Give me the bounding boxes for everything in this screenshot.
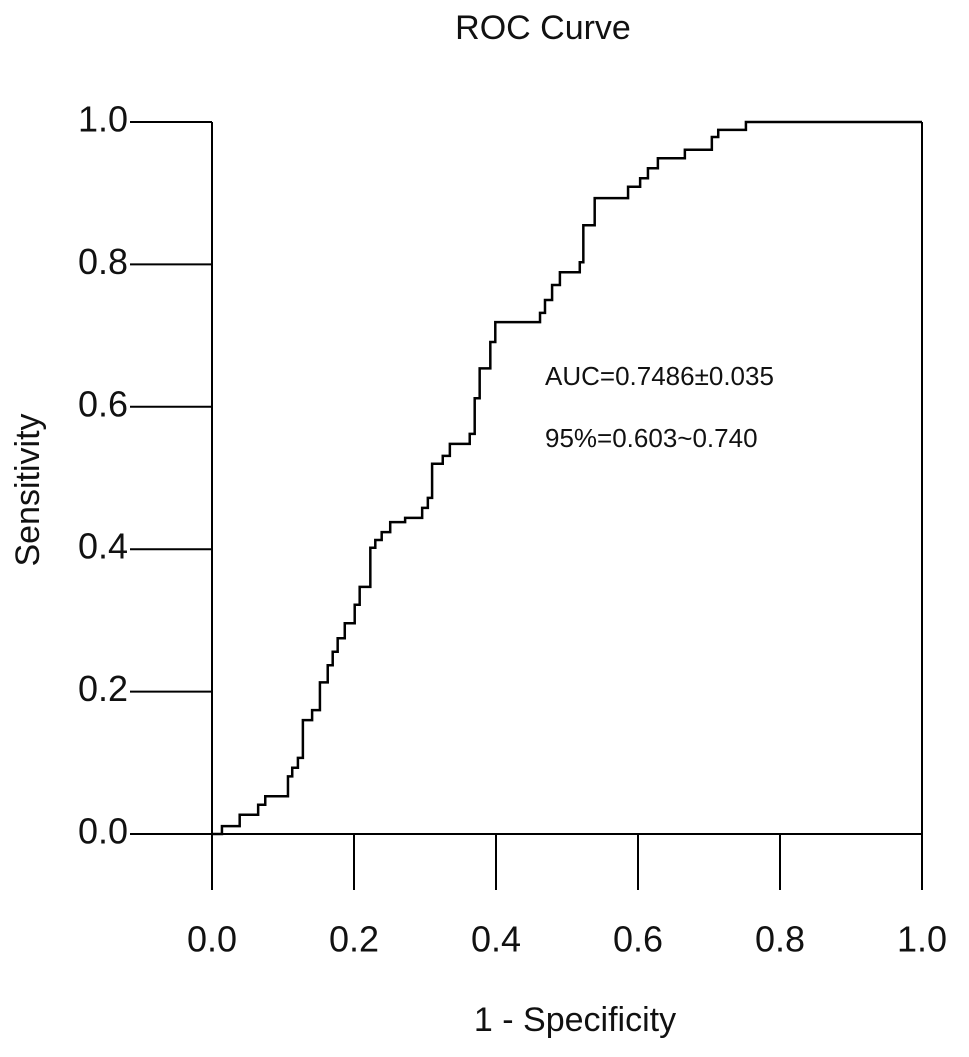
y-tick-label: 0.2 (78, 668, 128, 709)
y-tick-label: 0.0 (78, 811, 128, 852)
chart-title: ROC Curve (455, 9, 631, 47)
annotation: AUC=0.7486±0.035 (545, 361, 774, 391)
x-axis-label: 1 - Specificity (474, 1001, 676, 1039)
x-tick-label: 0.0 (187, 919, 237, 960)
y-tick-label: 1.0 (78, 99, 128, 140)
x-tick-label: 0.2 (329, 919, 379, 960)
x-tick-label: 0.6 (613, 919, 663, 960)
y-tick-label: 0.6 (78, 383, 128, 424)
x-tick-label: 1.0 (897, 919, 947, 960)
y-tick-label: 0.8 (78, 241, 128, 282)
annotation: 95%=0.603~0.740 (545, 423, 758, 453)
x-tick-label: 0.4 (471, 919, 521, 960)
roc-line (212, 120, 922, 836)
y-tick-label: 0.4 (78, 526, 128, 567)
x-tick-label: 0.8 (755, 919, 805, 960)
y-axis-label: Sensitivity (9, 413, 47, 566)
